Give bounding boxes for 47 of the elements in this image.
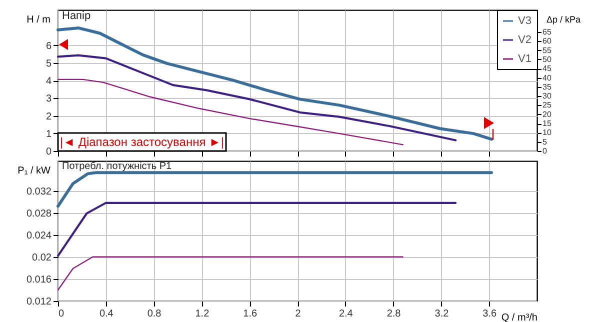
- y-tick-label: 0.016: [26, 274, 52, 286]
- y-tick-label: 2: [46, 111, 52, 122]
- y2-tick-label: 40: [542, 73, 552, 82]
- y2-tick-label: 20: [542, 110, 552, 119]
- y2-tick-label: 25: [542, 100, 552, 110]
- y2-tick-label: 0: [542, 146, 548, 156]
- x-tick-label: 0: [58, 308, 64, 320]
- y-tick-label: 0: [46, 146, 52, 158]
- y-tick-label: 0.032: [26, 186, 52, 198]
- x-tick-label: 2.8: [386, 308, 402, 320]
- y2-tick-label: 5: [542, 137, 548, 146]
- y2-tick-label: 15: [542, 119, 552, 128]
- y-tick-label: 5: [46, 58, 52, 70]
- y-axis-title: H / m: [26, 14, 50, 26]
- y2-tick-label: 60: [542, 36, 552, 46]
- x-tick-label: 1.2: [195, 308, 210, 320]
- y-tick-label: 0.024: [26, 230, 52, 242]
- y2-tick-label: 55: [542, 46, 552, 55]
- y2-tick-label: 35: [542, 82, 552, 92]
- x-tick-label: 0.4: [99, 308, 114, 320]
- legend-label: V3: [518, 15, 532, 27]
- annotation: |◄ Діапазон застосування ►|: [60, 135, 224, 149]
- y2-tick-label: 45: [542, 64, 552, 74]
- annotation: Напір: [62, 10, 91, 22]
- x-tick-label: 3.6: [482, 308, 497, 320]
- y-tick-label: 0.012: [26, 296, 52, 308]
- x-tick-label: 2.4: [338, 308, 354, 320]
- y-tick-label: 3: [46, 94, 52, 105]
- y-tick-label: 1: [46, 128, 52, 140]
- legend-label: V1: [518, 53, 532, 65]
- y2-axis-title: Δp / kPa: [546, 14, 581, 24]
- y-tick-label: 0.028: [26, 208, 52, 220]
- x-tick-label: 0.8: [147, 308, 162, 320]
- y-tick-label: 0.02: [32, 252, 52, 264]
- y-tick-label: 6: [46, 40, 52, 52]
- legend-label: V2: [518, 34, 532, 46]
- y2-tick-label: 50: [542, 54, 552, 64]
- x-tick-label: 3.2: [434, 308, 450, 320]
- y2-tick-label: 30: [542, 92, 552, 101]
- x-tick-label: 1.6: [243, 308, 258, 320]
- y-tick-label: 4: [46, 76, 52, 87]
- y2-tick-label: 65: [542, 27, 552, 36]
- y2-tick-label: 10: [542, 128, 552, 138]
- y-axis-title: P₁ / kW: [18, 166, 52, 176]
- annotation: Потребл. потужність P1: [62, 161, 172, 172]
- line-series: [56, 171, 493, 208]
- x-tick-label: 2: [295, 308, 302, 320]
